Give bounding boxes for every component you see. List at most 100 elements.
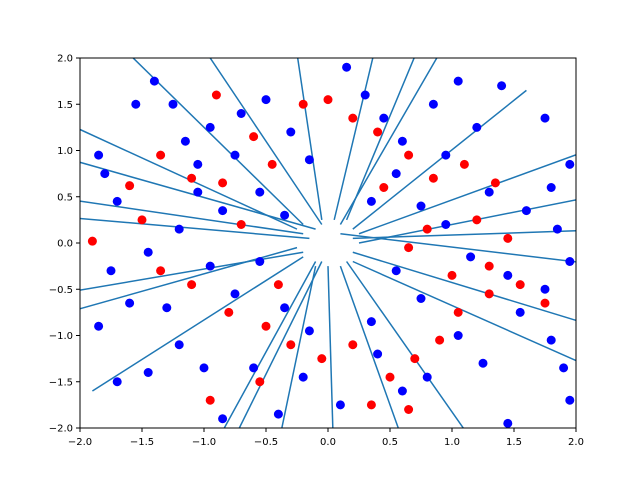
y-tick-label: 0.5 <box>57 192 73 203</box>
blue-point <box>112 196 122 206</box>
blue-point <box>162 303 172 313</box>
line-segment <box>358 199 576 244</box>
blue-point <box>131 99 141 109</box>
red-point <box>348 113 358 123</box>
red-point <box>410 354 420 364</box>
blue-point <box>249 363 259 373</box>
y-tick-label: 1.5 <box>57 100 73 111</box>
x-tick-label: −2.0 <box>68 437 92 448</box>
y-tick-label: −0.5 <box>49 285 73 296</box>
blue-point <box>503 270 513 280</box>
y-tick-label: −2.0 <box>49 424 73 435</box>
blue-point <box>565 257 575 266</box>
blue-point <box>125 298 135 308</box>
blue-point <box>521 206 531 216</box>
red-point <box>472 215 482 225</box>
blue-point <box>168 99 178 109</box>
red-point <box>422 224 432 234</box>
line-segment <box>209 58 323 225</box>
blue-point <box>552 224 562 234</box>
blue-point <box>218 414 228 424</box>
blue-point <box>453 76 463 86</box>
red-point <box>379 183 389 192</box>
x-tick-label: 1.0 <box>444 437 460 448</box>
red-point <box>255 377 265 387</box>
red-point <box>366 400 376 410</box>
blue-point <box>280 303 290 313</box>
red-point <box>459 159 469 169</box>
line-segment <box>80 128 298 230</box>
red-point <box>218 178 228 188</box>
y-tick-label: 0.0 <box>57 239 73 250</box>
blue-point <box>565 395 575 405</box>
red-point <box>503 233 513 243</box>
line-segment <box>352 89 527 230</box>
blue-point <box>565 159 575 169</box>
red-point <box>87 236 97 246</box>
line-segment <box>223 261 317 428</box>
red-point <box>224 307 234 317</box>
x-tick-label: 2.0 <box>568 437 584 448</box>
blue-point <box>472 122 482 132</box>
red-point <box>156 266 166 276</box>
red-point <box>447 270 457 280</box>
blue-point <box>205 261 215 271</box>
x-tick-label: −1.5 <box>130 437 154 448</box>
blue-point <box>255 257 265 266</box>
red-point <box>317 354 327 364</box>
blue-point <box>391 266 401 276</box>
blue-point <box>100 169 110 179</box>
red-point <box>484 289 494 299</box>
red-point <box>404 405 414 414</box>
red-point <box>137 215 147 225</box>
blue-point <box>484 187 494 197</box>
red-point <box>348 340 358 350</box>
blue-point <box>143 247 153 257</box>
line-segment <box>238 261 323 428</box>
blue-point <box>205 122 215 132</box>
blue-point <box>546 335 556 345</box>
line-segment <box>352 230 576 240</box>
blue-point <box>428 99 438 109</box>
red-point <box>187 173 197 183</box>
blue-point <box>503 418 513 428</box>
blue-point <box>304 326 314 336</box>
x-tick-label: 0.0 <box>320 437 336 448</box>
blue-point <box>230 289 240 299</box>
blue-point <box>193 159 203 169</box>
blue-point <box>391 169 401 179</box>
blue-point <box>94 321 104 331</box>
y-tick-label: −1.0 <box>49 331 73 342</box>
blue-point <box>497 81 507 91</box>
blue-point <box>540 284 550 294</box>
line-segment <box>80 200 304 235</box>
y-tick-label: 2.0 <box>57 54 73 65</box>
blue-point <box>397 136 407 146</box>
red-point <box>261 321 271 331</box>
line-segment <box>80 246 298 310</box>
blue-point <box>112 377 122 387</box>
x-tick-label: 0.5 <box>382 437 398 448</box>
red-point <box>187 280 197 290</box>
red-point <box>484 261 494 271</box>
line-segment <box>352 260 576 362</box>
blue-point <box>174 340 184 350</box>
x-tick-label: −0.5 <box>254 437 278 448</box>
blue-point <box>379 113 389 123</box>
line-segment <box>91 256 304 392</box>
blue-point <box>416 201 426 211</box>
y-tick-label: −1.5 <box>49 377 73 388</box>
line-segment <box>339 58 438 225</box>
red-point <box>373 127 383 137</box>
line-segment <box>296 58 323 220</box>
red-point <box>435 335 445 345</box>
blue-point <box>416 294 426 303</box>
blue-point <box>366 317 376 327</box>
blue-point <box>441 150 451 160</box>
red-point <box>323 95 333 105</box>
blue-point <box>273 409 283 419</box>
red-point <box>156 150 166 160</box>
y-axis: −2.0 −1.5 −1.0 −0.5 0.0 0.5 1.0 1.5 2.0 <box>49 54 80 435</box>
blue-point <box>298 372 308 382</box>
blue-point <box>360 90 370 100</box>
